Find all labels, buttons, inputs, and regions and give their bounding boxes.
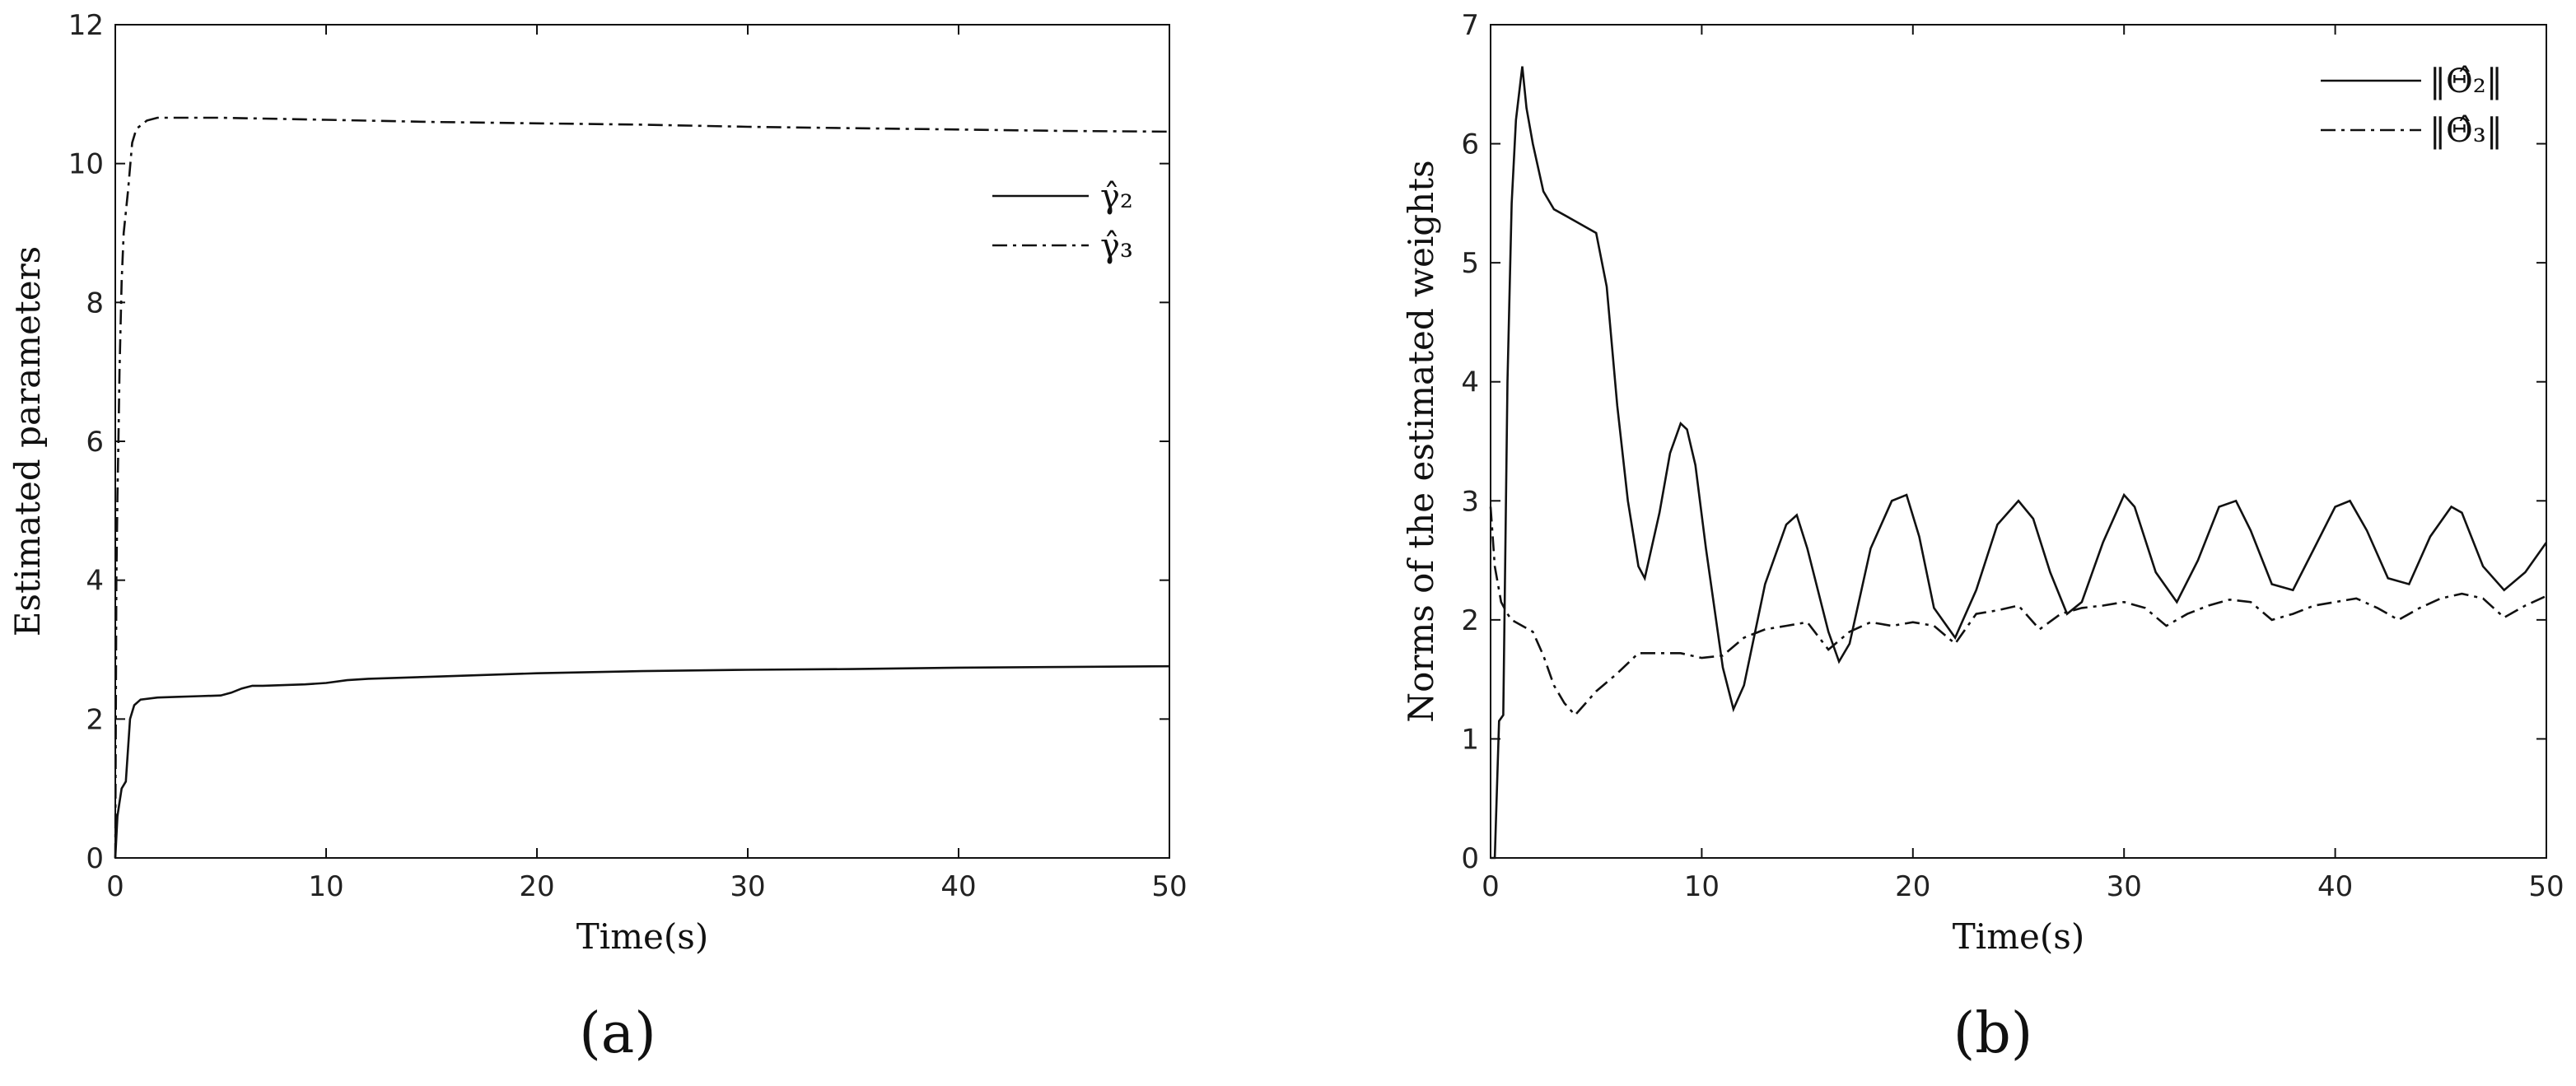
x-tick-label-b-4: 40 [2317, 870, 2353, 903]
y-tick-label-a-3: 6 [86, 426, 104, 459]
y-tick-label-b-3: 3 [1461, 485, 1479, 518]
y-axis-label-a: Estimated parameters [7, 246, 48, 636]
legend-a: γ̂₂ γ̂₃ [992, 178, 1133, 265]
x-tick-label-b-3: 30 [2107, 870, 2142, 903]
x-tick-label-a-4: 40 [940, 870, 976, 903]
y-tick-label-a-5: 10 [68, 148, 104, 181]
y-tick-label-a-1: 2 [86, 703, 104, 736]
x-tick-label-a-3: 30 [730, 870, 765, 903]
ticks-b: 0 10 20 30 40 50 0 1 2 3 4 5 6 7 [1461, 9, 2564, 903]
x-tick-label-b-1: 10 [1684, 870, 1720, 903]
y-tick-label-a-6: 12 [68, 9, 104, 42]
legend-label-gamma3: γ̂₃ [1100, 227, 1133, 265]
y-tick-label-a-0: 0 [86, 842, 104, 875]
series-group-a [114, 116, 1170, 859]
y-tick-label-b-4: 4 [1461, 366, 1479, 399]
x-tick-label-b-5: 50 [2528, 870, 2564, 903]
y-tick-label-a-2: 4 [86, 565, 104, 598]
x-tick-label-a-0: 0 [106, 870, 124, 903]
y-tick-label-b-6: 6 [1461, 128, 1479, 161]
legend-b: ‖Θ̂₂‖ ‖Θ̂₃‖ [2321, 63, 2503, 150]
ticks-a: 0 10 20 30 40 50 0 2 4 6 8 10 12 [68, 9, 1188, 903]
panel-label-a: (a) [579, 1001, 656, 1066]
legend-label-theta3: ‖Θ̂₃‖ [2429, 112, 2503, 150]
x-tick-label-b-2: 20 [1895, 870, 1930, 903]
series-group-b [1489, 66, 2548, 860]
panel-label-b: (b) [1953, 1001, 2033, 1066]
series-line-b-1 [1489, 506, 2547, 717]
x-tick-label-a-5: 50 [1151, 870, 1187, 903]
x-tick-label-b-0: 0 [1482, 870, 1500, 903]
y-tick-label-b-5: 5 [1461, 247, 1479, 280]
y-tick-label-b-0: 0 [1461, 842, 1479, 875]
x-tick-label-a-2: 20 [519, 870, 554, 903]
series-line-a-1 [114, 116, 1170, 859]
series-line-a-0 [114, 664, 1170, 859]
y-tick-label-b-1: 1 [1461, 723, 1479, 756]
x-tick-label-a-1: 10 [308, 870, 343, 903]
chart-a: 0 10 20 30 40 50 0 2 4 6 8 10 12 Time(s) Estimated p… [7, 9, 1188, 1066]
y-axis-label-b: Norms of the estimated weights [1401, 160, 1441, 722]
x-axis-label-b: Time(s) [1953, 916, 2084, 957]
plot-frame-b [1490, 24, 2547, 859]
x-axis-label-a: Time(s) [576, 916, 708, 957]
plot-frame-a [114, 24, 1170, 859]
y-tick-label-b-2: 2 [1461, 604, 1479, 637]
y-tick-label-b-7: 7 [1461, 9, 1479, 42]
legend-label-theta2: ‖Θ̂₂‖ [2429, 63, 2503, 100]
y-tick-label-a-4: 8 [86, 287, 104, 319]
chart-b: 0 10 20 30 40 50 0 1 2 3 4 5 6 7 Time(s) Norms of the… [1401, 9, 2564, 1066]
series-line-b-0 [1491, 66, 2548, 860]
legend-label-gamma2: γ̂₂ [1100, 178, 1133, 216]
